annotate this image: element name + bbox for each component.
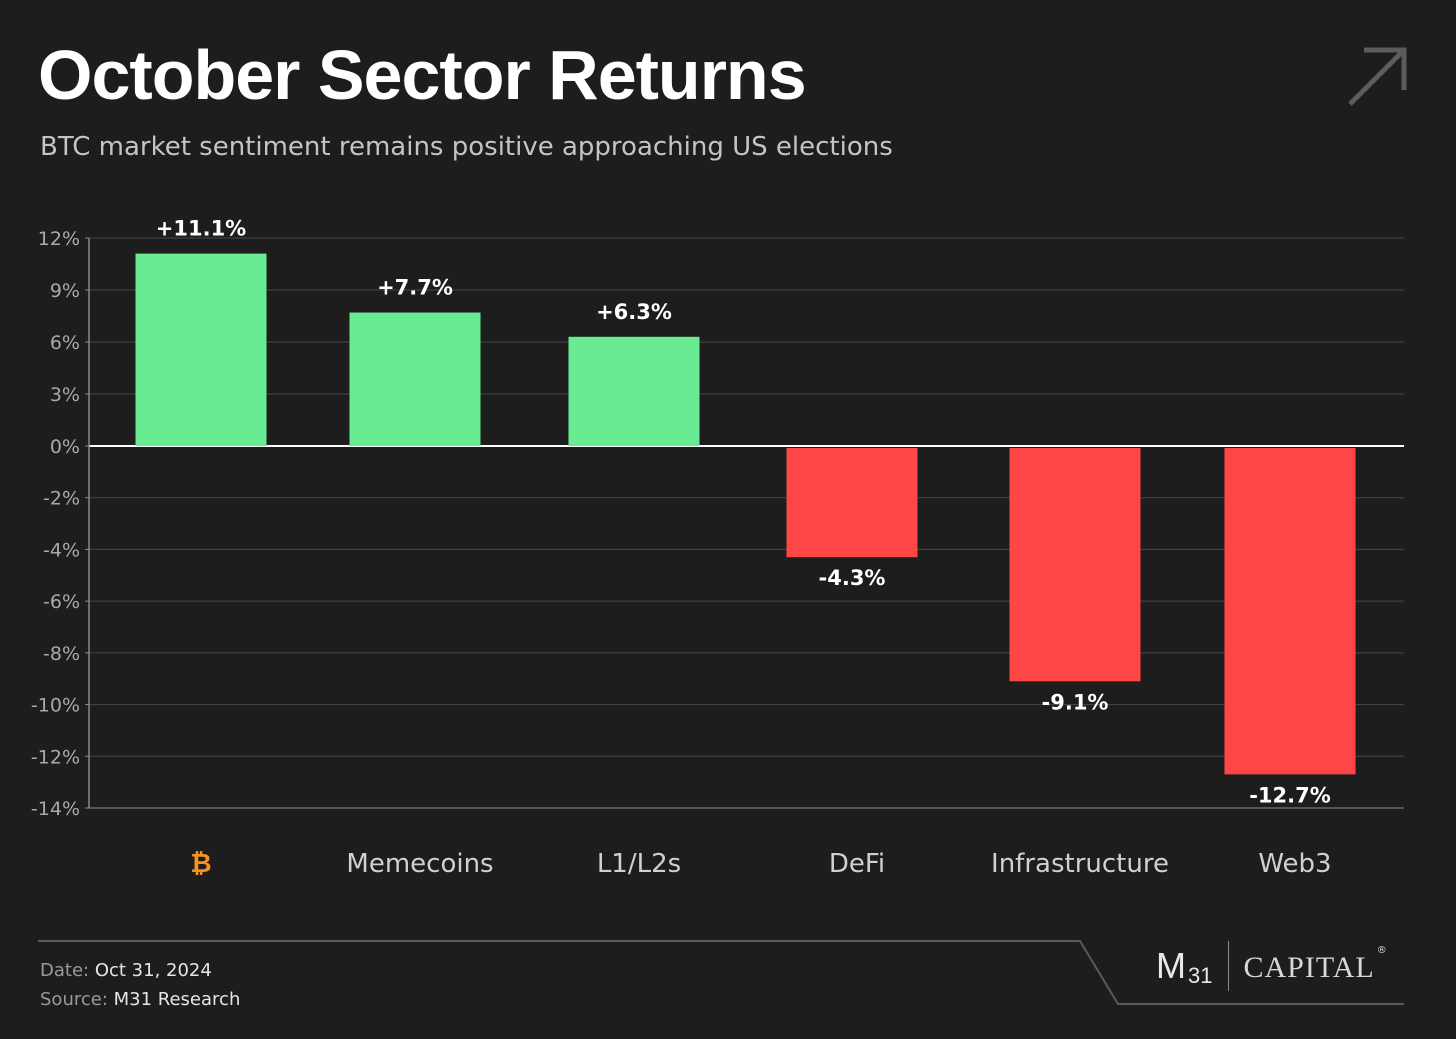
bar-web3: [1224, 448, 1356, 775]
bar-infrastructure: [1009, 448, 1141, 682]
bars: [135, 253, 1356, 775]
y-tick-label: 3%: [50, 384, 80, 406]
source-label: Source:: [40, 989, 108, 1010]
x-category-label: DeFi: [829, 849, 885, 879]
logo-m: M: [1156, 945, 1186, 986]
data-label: -9.1%: [1042, 690, 1109, 714]
bar-defi: [786, 448, 918, 558]
date-label: Date:: [40, 960, 90, 981]
y-tick-label: -4%: [43, 539, 80, 561]
logo-divider: [1228, 941, 1230, 991]
logo-capital: CAPITAL: [1243, 951, 1375, 984]
data-label: -4.3%: [819, 566, 886, 590]
date-value: Oct 31, 2024: [94, 960, 212, 981]
y-tick-label: -10%: [31, 695, 80, 717]
y-axis: 12% 9% 6% 3% 0% -2% -4% -6% -8% -10% -12% -14%: [31, 228, 90, 820]
x-category-label: Infrastructure: [991, 849, 1169, 879]
logo-sub: 31: [1188, 963, 1213, 988]
y-tick-label: -14%: [31, 798, 80, 820]
bar-chart: 12% 9% 6% 3% 0% -2% -4% -6% -8% -10% -12% -14% +11.…: [31, 217, 1404, 879]
y-tick-label: 9%: [50, 280, 80, 302]
chart-subtitle: BTC market sentiment remains positive ap…: [40, 132, 893, 162]
y-tick-label: 0%: [50, 436, 80, 458]
y-tick-label: 12%: [38, 228, 80, 250]
y-tick-label: -2%: [43, 488, 80, 510]
footer-source: Source: M31 Research: [40, 989, 240, 1010]
x-category-label: Memecoins: [346, 849, 493, 879]
data-label: +7.7%: [377, 276, 453, 300]
y-tick-label: 6%: [50, 332, 80, 354]
y-tick-label: -6%: [43, 591, 80, 613]
chart-title: October Sector Returns: [38, 36, 807, 114]
data-label: -12.7%: [1249, 783, 1331, 807]
bar-memecoins: [349, 312, 481, 446]
footer-date: Date: Oct 31, 2024: [40, 960, 212, 981]
source-value: M31 Research: [113, 989, 241, 1010]
bitcoin-icon: ₿: [190, 849, 211, 879]
y-tick-label: -12%: [31, 746, 80, 768]
arrow-up-right-icon: [1348, 47, 1407, 106]
x-category-label: Web3: [1258, 849, 1331, 879]
bar-l1-l2s: [568, 336, 700, 446]
y-tick-label: -8%: [43, 643, 80, 665]
x-axis: ₿ Memecoins L1/L2s DeFi Infrastructure Web3: [89, 807, 1404, 879]
data-labels: +11.1% +7.7% +6.3% -4.3% -9.1% -12.7%: [156, 217, 1331, 808]
x-category-label: L1/L2s: [597, 849, 681, 879]
data-label: +11.1%: [156, 217, 246, 241]
logo-registered: ®: [1376, 944, 1387, 956]
bar-: [135, 253, 267, 446]
data-label: +6.3%: [596, 300, 672, 324]
m31-capital-logo: M 31 CAPITAL ®: [1156, 938, 1387, 994]
